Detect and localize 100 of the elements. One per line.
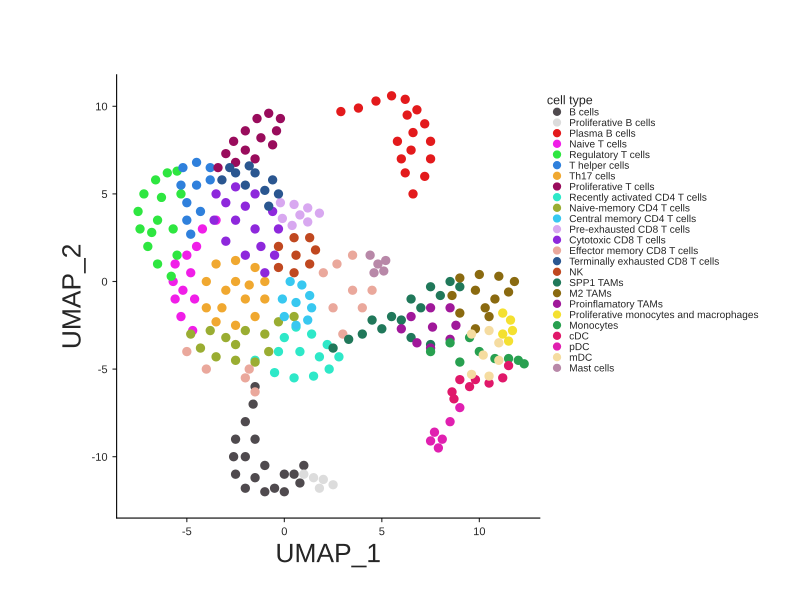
point xyxy=(306,329,316,339)
point xyxy=(182,250,192,260)
point xyxy=(202,276,211,286)
point xyxy=(162,168,172,178)
point xyxy=(192,180,202,190)
point xyxy=(447,290,457,300)
point xyxy=(250,473,260,482)
point xyxy=(455,374,464,384)
point xyxy=(240,416,250,426)
legend-label: Plasma B cells xyxy=(570,129,636,137)
point xyxy=(176,189,186,199)
point xyxy=(240,202,250,211)
point xyxy=(230,168,240,178)
point xyxy=(240,126,250,136)
point xyxy=(274,346,284,356)
point xyxy=(211,352,221,362)
legend-label: Central memory CD4 T cells xyxy=(570,214,696,224)
point xyxy=(291,250,301,260)
legend-label: Recently activated CD4 T cells xyxy=(570,193,707,203)
legend-label: Proliferative B cells xyxy=(570,118,656,126)
point xyxy=(426,436,436,446)
point xyxy=(182,216,192,225)
legend-label: Monocytes xyxy=(570,322,618,331)
point xyxy=(135,224,145,234)
legend-label: M2 TAMs xyxy=(570,290,612,297)
point xyxy=(504,360,514,370)
point xyxy=(143,242,152,252)
point xyxy=(367,286,377,295)
point xyxy=(498,308,508,318)
point xyxy=(445,276,455,286)
point xyxy=(470,286,480,295)
point xyxy=(379,266,388,276)
point xyxy=(139,189,149,199)
point xyxy=(314,208,324,218)
point xyxy=(147,228,156,238)
legend-label: Pre-exhausted CD8 T cells xyxy=(570,225,690,233)
point xyxy=(336,106,346,116)
point xyxy=(152,259,162,269)
point xyxy=(396,154,406,164)
point xyxy=(252,114,262,124)
point xyxy=(324,364,334,374)
point xyxy=(480,303,490,312)
point xyxy=(310,245,320,255)
point xyxy=(228,136,238,146)
point xyxy=(305,290,314,300)
point xyxy=(230,320,240,330)
legend-label: T helper cells xyxy=(569,161,629,171)
point xyxy=(289,312,299,322)
point xyxy=(230,216,240,225)
y-tick-label: 5 xyxy=(102,190,108,198)
point xyxy=(400,94,410,104)
point xyxy=(166,272,176,281)
point xyxy=(504,336,514,346)
point xyxy=(466,329,476,339)
y-axis-title: UMAP_2 xyxy=(62,244,86,348)
point xyxy=(225,162,234,172)
point xyxy=(508,326,518,336)
point xyxy=(299,470,308,479)
point xyxy=(240,373,250,383)
point xyxy=(466,370,476,380)
point xyxy=(240,452,250,462)
point xyxy=(221,148,230,158)
point xyxy=(260,276,270,286)
point xyxy=(230,434,240,444)
point xyxy=(305,233,314,242)
y-tick-label: -5 xyxy=(98,365,108,374)
point xyxy=(170,294,180,304)
point xyxy=(198,224,208,234)
point xyxy=(206,175,215,185)
point xyxy=(416,303,426,312)
point xyxy=(272,126,282,136)
point xyxy=(428,322,438,332)
point xyxy=(192,242,202,252)
y-tick-label: 10 xyxy=(96,102,108,110)
point xyxy=(217,175,227,185)
point xyxy=(386,91,396,100)
point xyxy=(396,315,406,325)
point xyxy=(305,259,314,269)
point xyxy=(250,434,260,444)
point xyxy=(338,329,348,339)
point xyxy=(412,105,422,114)
legend-label: Proliferative T cells xyxy=(570,182,654,190)
point xyxy=(170,259,180,269)
point xyxy=(348,250,358,260)
point xyxy=(520,359,529,368)
point xyxy=(367,315,377,325)
point xyxy=(256,242,266,252)
point xyxy=(240,145,250,155)
point xyxy=(264,202,274,211)
point xyxy=(240,294,250,304)
point xyxy=(206,326,215,336)
point xyxy=(274,224,284,234)
x-tick-label: -5 xyxy=(182,527,192,536)
point xyxy=(426,136,436,146)
legend-label: Th17 cells xyxy=(569,172,616,180)
point xyxy=(213,162,223,172)
point xyxy=(230,256,240,266)
legend-label: SPP1 TAMs xyxy=(570,278,624,286)
point xyxy=(318,268,328,278)
point xyxy=(455,308,464,318)
